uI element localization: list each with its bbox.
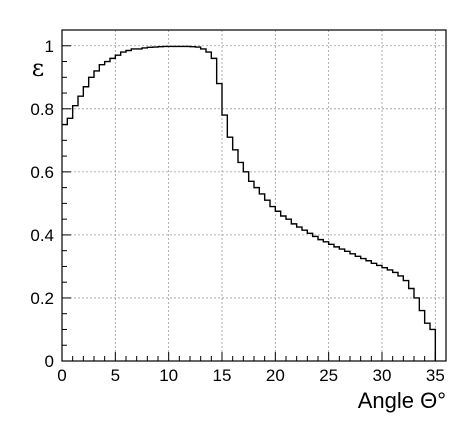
- x-tick-label: 10: [159, 366, 178, 385]
- x-tick-label: 5: [111, 366, 120, 385]
- y-tick-label: 0: [45, 352, 54, 371]
- y-tick-label: 0.2: [30, 289, 54, 308]
- x-tick-label: 20: [266, 366, 285, 385]
- plot-frame: [61, 29, 447, 362]
- grid: [62, 30, 446, 361]
- x-axis-title: Angle Θ°: [358, 388, 446, 413]
- y-axis-title: ε: [32, 54, 44, 82]
- tick-marks: [61, 45, 436, 362]
- x-tick-label: 35: [426, 366, 445, 385]
- tick-labels: 0 5 10 15 20 25 30 35 0 0.2 0.4 0.6 0.8 1: [30, 37, 444, 385]
- x-tick-label: 25: [319, 366, 338, 385]
- x-tick-label: 15: [213, 366, 232, 385]
- series-layer: [62, 45, 437, 361]
- y-tick-label: 0.8: [30, 100, 54, 119]
- x-tick-label: 0: [57, 366, 66, 385]
- y-tick-label: 1: [45, 37, 54, 56]
- y-tick-label: 0.6: [30, 163, 54, 182]
- x-tick-label: 30: [373, 366, 392, 385]
- efficiency-series-line: [62, 45, 437, 361]
- y-tick-label: 0.4: [30, 226, 54, 245]
